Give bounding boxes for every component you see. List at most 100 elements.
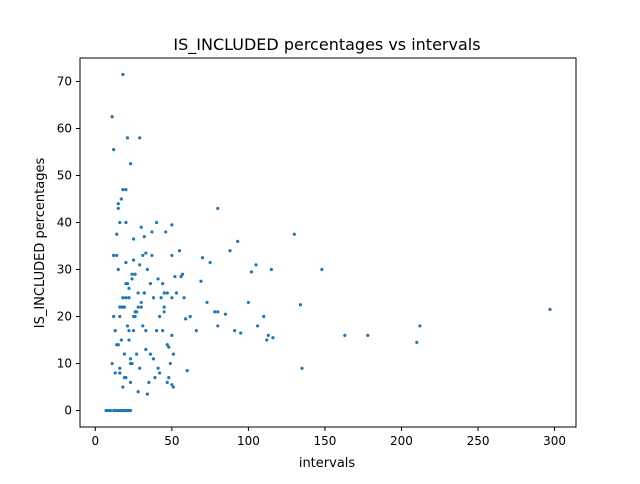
data-point xyxy=(171,385,175,389)
y-tick-label: 60 xyxy=(57,122,72,136)
data-point xyxy=(109,408,113,413)
data-point xyxy=(148,352,153,356)
data-point xyxy=(182,296,186,300)
data-point xyxy=(205,300,209,305)
data-point xyxy=(128,361,133,366)
data-point xyxy=(136,390,140,394)
data-point xyxy=(119,338,123,342)
data-point xyxy=(151,296,156,300)
data-point xyxy=(124,296,128,300)
data-point xyxy=(366,333,370,337)
data-point xyxy=(112,253,116,258)
data-point xyxy=(130,277,134,281)
data-point xyxy=(125,282,130,286)
data-point xyxy=(122,352,126,356)
data-point xyxy=(128,357,133,361)
y-tick-label: 30 xyxy=(57,263,72,277)
data-point xyxy=(135,310,139,314)
data-point xyxy=(200,256,205,260)
data-point xyxy=(110,115,114,119)
data-point xyxy=(125,324,130,328)
data-point xyxy=(116,267,120,272)
data-point xyxy=(165,380,169,384)
data-point xyxy=(292,232,296,236)
data-point xyxy=(208,260,212,265)
data-point xyxy=(170,333,174,337)
data-point xyxy=(144,347,148,352)
data-point xyxy=(113,371,117,375)
plot-frame xyxy=(79,57,577,428)
data-point xyxy=(119,197,123,201)
data-point xyxy=(130,272,134,276)
data-point xyxy=(165,291,169,295)
data-point xyxy=(136,305,140,309)
data-point xyxy=(343,333,347,337)
data-point xyxy=(118,220,122,225)
data-point xyxy=(116,202,120,206)
data-point xyxy=(127,329,131,333)
data-point xyxy=(265,338,269,342)
data-point xyxy=(142,235,146,239)
y-axis-label: IS_INCLUDED percentages xyxy=(33,158,48,329)
data-point xyxy=(121,296,125,300)
data-point xyxy=(269,267,273,272)
data-point xyxy=(128,380,133,384)
data-point xyxy=(177,249,182,253)
data-point xyxy=(131,258,136,262)
data-point xyxy=(116,206,120,211)
data-point xyxy=(185,368,189,373)
data-point xyxy=(239,331,243,335)
data-point xyxy=(153,376,157,380)
data-point xyxy=(141,324,145,328)
data-point xyxy=(124,260,128,265)
data-point xyxy=(156,277,160,281)
data-point xyxy=(418,324,422,328)
x-tick-label: 300 xyxy=(543,434,566,448)
data-point xyxy=(141,253,145,258)
data-point xyxy=(138,366,142,370)
x-tick-label: 250 xyxy=(467,434,490,448)
data-point xyxy=(133,272,137,276)
data-point xyxy=(262,314,266,319)
data-point xyxy=(145,267,149,272)
data-point xyxy=(131,314,136,319)
y-axis: 0 10 20 30 40 50 60 70 xyxy=(57,75,80,418)
data-point xyxy=(113,329,117,333)
data-point xyxy=(138,263,142,267)
y-tick-label: 20 xyxy=(57,310,72,324)
data-point xyxy=(112,314,116,319)
data-point xyxy=(121,385,125,389)
data-point xyxy=(168,361,172,366)
data-point xyxy=(161,329,165,333)
data-point xyxy=(165,343,169,347)
data-point xyxy=(122,376,126,380)
data-point xyxy=(158,371,162,375)
data-point xyxy=(228,249,232,253)
data-point xyxy=(110,361,114,366)
x-axis: 0 50 100 150 200 250 300 xyxy=(91,427,566,448)
data-point xyxy=(118,371,122,375)
data-point xyxy=(118,314,122,319)
data-point xyxy=(158,314,162,319)
data-point xyxy=(121,188,125,192)
data-point xyxy=(173,274,177,279)
data-point xyxy=(115,232,119,236)
y-tick-label: 70 xyxy=(57,75,72,89)
data-point xyxy=(188,314,192,319)
data-point xyxy=(171,352,175,356)
data-point xyxy=(148,282,153,286)
data-point xyxy=(233,329,237,333)
data-point xyxy=(194,329,198,333)
data-point xyxy=(127,338,131,342)
data-point xyxy=(180,272,185,276)
data-point xyxy=(216,324,220,328)
data-point xyxy=(131,329,136,333)
data-point xyxy=(213,310,217,314)
data-point xyxy=(159,296,163,300)
data-point xyxy=(138,136,142,140)
y-tick-label: 10 xyxy=(57,357,72,371)
data-point xyxy=(298,303,303,307)
